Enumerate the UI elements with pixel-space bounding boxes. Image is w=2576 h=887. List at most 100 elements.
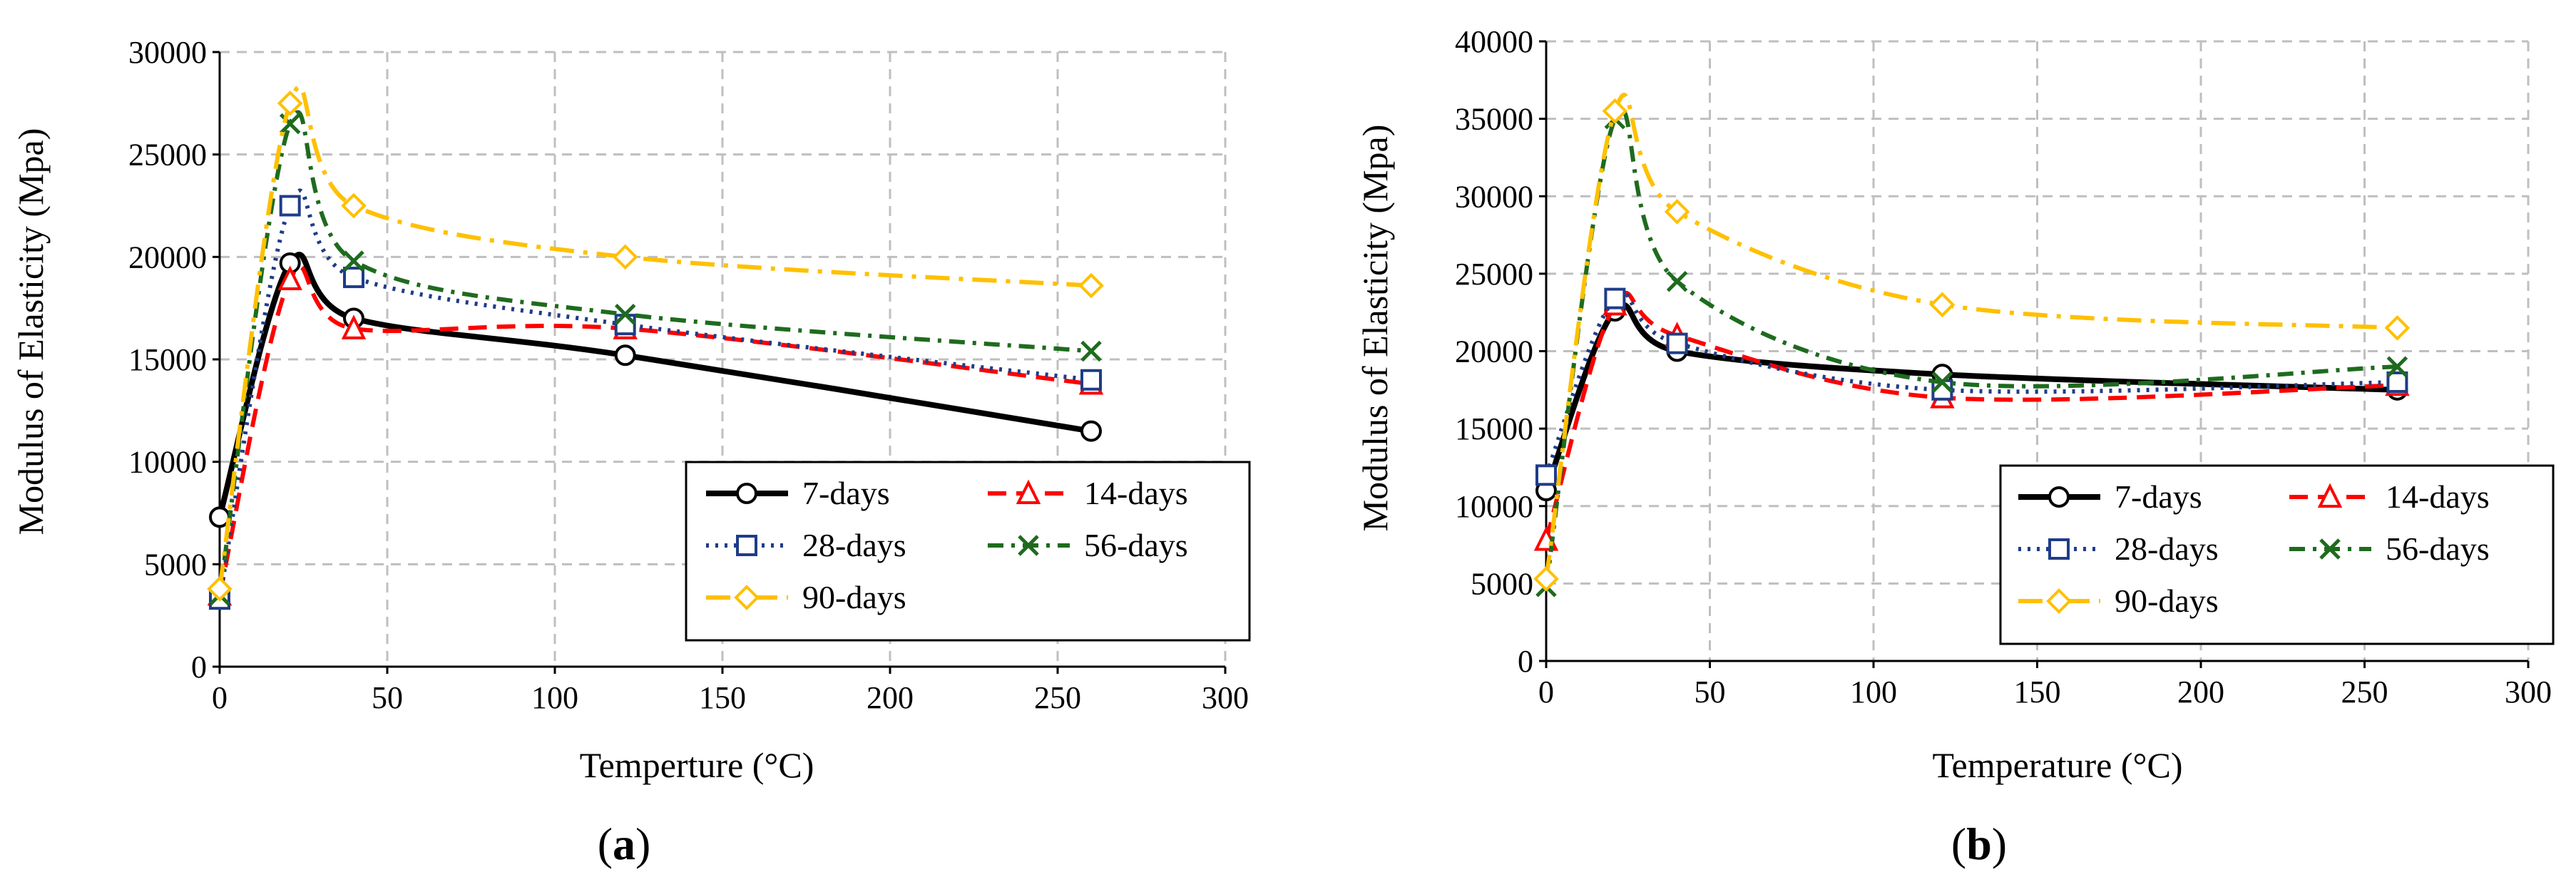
legend-marker <box>734 585 760 610</box>
legend-item: 14-days <box>988 475 1188 511</box>
series-90-days <box>207 84 1104 602</box>
x-axis-title: Temperature (°C) <box>1932 745 2182 785</box>
y-axis-title: Modulus of Elasticity (Mpa) <box>1355 125 1395 532</box>
y-tick-label: 10000 <box>128 445 207 480</box>
legend-label: 28-days <box>802 527 906 563</box>
axes <box>1539 40 2530 668</box>
x-tick-label: 100 <box>531 680 578 715</box>
x-tick-labels: 0 50 100 150 200 250 300 <box>212 680 1249 715</box>
legend-marker <box>2046 588 2072 614</box>
legend-marker <box>736 535 757 556</box>
y-tick-label: 40000 <box>1455 24 1533 59</box>
x-tick-label: 50 <box>372 680 403 715</box>
data-point-x <box>614 304 636 325</box>
panel-label-letter: b <box>1966 819 1992 869</box>
data-point-x <box>2386 356 2408 377</box>
data-point-square <box>2386 371 2408 393</box>
legend-label: 14-days <box>1084 475 1188 511</box>
data-point-diamond <box>1664 199 1690 225</box>
legend: 7-days 14-days 28-days 56-days 90-days <box>1999 464 2555 645</box>
data-point-x <box>343 250 364 272</box>
data-point-diamond <box>1602 98 1628 124</box>
data-point-square <box>614 314 636 336</box>
y-tick-label: 0 <box>1518 644 1533 679</box>
y-tick-label: 15000 <box>128 342 207 377</box>
series-90-days <box>1533 93 2411 592</box>
x-tick-label: 50 <box>1695 675 1726 709</box>
data-point-diamond <box>1078 272 1104 299</box>
legend-item: 28-days <box>706 527 906 563</box>
data-point-triangle <box>277 265 302 290</box>
x-tick-label: 150 <box>699 680 746 715</box>
x-tick-label: 200 <box>867 680 914 715</box>
series-line <box>1544 290 2398 541</box>
y-tick-label: 30000 <box>1455 179 1533 214</box>
legend-marker <box>2317 483 2343 508</box>
legend-label: 56-days <box>1084 527 1188 563</box>
legend-marker <box>1018 535 1039 556</box>
legend-item: 56-days <box>988 527 1188 563</box>
y-tick-label: 30000 <box>128 35 207 70</box>
series-7-days <box>209 252 1102 528</box>
legend-label: 14-days <box>2386 478 2490 515</box>
y-tick-label: 25000 <box>1455 257 1533 292</box>
legend-item: 14-days <box>2289 478 2490 515</box>
data-point-diamond <box>277 91 303 116</box>
y-tick-label: 20000 <box>128 240 207 275</box>
legend-item: 90-days <box>2018 583 2219 619</box>
legend-marker <box>736 483 757 504</box>
legend-marker <box>2319 538 2341 560</box>
data-point-triangle <box>341 314 367 339</box>
data-point-x <box>1080 340 1102 362</box>
legend-item: 90-days <box>706 579 906 615</box>
data-point-circle <box>614 344 636 366</box>
legend-label: 28-days <box>2115 530 2219 567</box>
legend-item: 7-days <box>2018 478 2202 515</box>
y-tick-label: 20000 <box>1455 334 1533 369</box>
legend-item: 56-days <box>2289 530 2490 567</box>
y-tick-label: 0 <box>191 650 207 685</box>
x-tick-label: 250 <box>2341 675 2388 709</box>
data-point-x <box>279 113 301 135</box>
y-tick-label: 15000 <box>1455 411 1533 446</box>
data-point-diamond <box>341 193 367 219</box>
series-line <box>1544 291 2398 476</box>
data-point-square <box>1666 332 1688 354</box>
legend-label: 56-days <box>2386 530 2490 567</box>
series-line <box>217 252 1092 518</box>
y-tick-labels: 0 5000 10000 15000 20000 25000 30000 35000 40000 <box>1455 24 1533 679</box>
y-tick-label: 25000 <box>128 138 207 173</box>
panel-label-close: ) <box>635 819 650 869</box>
series-group <box>1533 93 2411 598</box>
panel-label-a: (a) <box>598 819 651 869</box>
x-tick-label: 0 <box>212 680 228 715</box>
legend-marker <box>2048 486 2070 508</box>
legend-marker <box>2048 538 2070 560</box>
legend-label: 7-days <box>2115 478 2202 515</box>
data-point-circle <box>1080 420 1102 442</box>
y-tick-label: 35000 <box>1455 102 1533 137</box>
data-point-diamond <box>207 575 232 602</box>
data-point-square <box>343 267 364 289</box>
data-point-square <box>1604 287 1626 309</box>
data-point-diamond <box>612 244 638 270</box>
data-point-diamond <box>2384 315 2411 341</box>
y-tick-label: 10000 <box>1455 489 1533 524</box>
series-group <box>207 84 1104 610</box>
data-point-diamond <box>1533 566 1559 592</box>
panel-label-open: ( <box>598 819 613 869</box>
x-tick-label: 300 <box>1202 680 1249 715</box>
y-tick-label: 5000 <box>1471 566 1533 601</box>
legend: 7-days 14-days 28-days 56-days 90-days <box>685 461 1251 642</box>
data-point-square <box>1535 464 1557 486</box>
chart-panel-a: 0 5000 10000 15000 20000 25000 30000 0 50 100 150… <box>11 35 1251 869</box>
legend-marker <box>1016 479 1041 504</box>
x-tick-labels: 0 50 100 150 200 250 300 <box>1538 675 2552 709</box>
panel-label-letter: a <box>613 819 635 869</box>
panel-label-close: ) <box>1992 819 2007 869</box>
data-point-x <box>1931 371 1953 393</box>
y-tick-labels: 0 5000 10000 15000 20000 25000 30000 <box>128 35 207 685</box>
data-point-x <box>1666 270 1688 292</box>
chart-panel-b: 0 5000 10000 15000 20000 25000 30000 35000 40000… <box>1355 24 2555 869</box>
